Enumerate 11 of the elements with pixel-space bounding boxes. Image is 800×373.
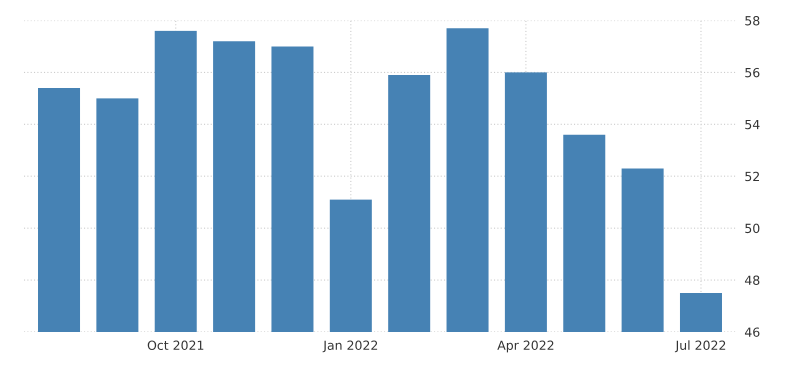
y-tick-label: 48 (744, 276, 760, 285)
y-tick-label: 54 (745, 120, 760, 130)
y-tick-label: 58 (745, 16, 760, 26)
x-tick-label: Oct 2021 (148, 340, 204, 350)
x-tick-label: Apr 2022 (497, 340, 554, 352)
x-tick-label: Jul 2022 (674, 340, 726, 352)
y-tick-label: 56 (745, 68, 760, 78)
y-tick-label: 52 (745, 172, 759, 182)
x-tick-label: Jan 2022 (322, 340, 378, 352)
y-tick-label: 50 (745, 224, 760, 234)
y-tick-label: 46 (744, 327, 760, 337)
